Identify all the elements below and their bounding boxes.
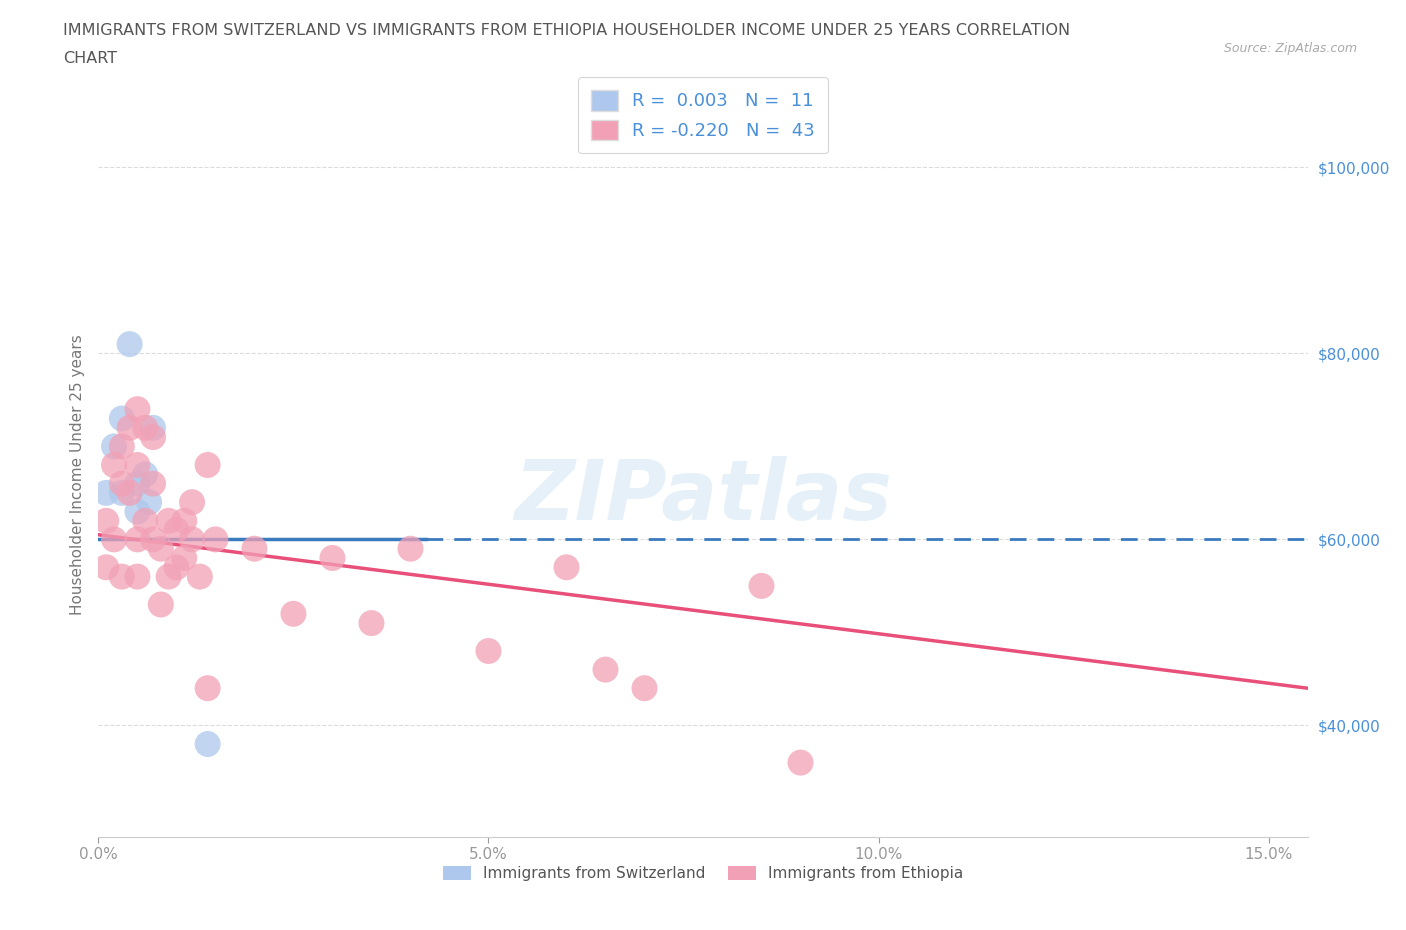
Point [204,532,226,547]
Point [181,495,204,510]
Point [118,485,141,500]
Text: Source: ZipAtlas.com: Source: ZipAtlas.com [1223,42,1357,55]
Point [165,523,187,538]
Point [96,560,118,575]
Point [103,439,125,454]
Point [173,513,195,528]
Point [321,551,343,565]
Point [111,569,134,584]
Point [127,458,149,472]
Point [173,551,195,565]
Point [789,755,811,770]
Point [134,467,156,482]
Point [149,541,172,556]
Point [555,560,578,575]
Point [118,337,141,352]
Point [399,541,422,556]
Point [477,644,499,658]
Point [127,504,149,519]
Point [127,569,149,584]
Text: ZIPatlas: ZIPatlas [515,456,891,537]
Point [111,485,134,500]
Legend: Immigrants from Switzerland, Immigrants from Ethiopia: Immigrants from Switzerland, Immigrants … [437,860,969,887]
Point [157,513,180,528]
Point [96,513,118,528]
Point [127,402,149,417]
Point [127,532,149,547]
Point [111,411,134,426]
Point [118,420,141,435]
Point [127,476,149,491]
Point [197,458,219,472]
Point [751,578,773,593]
Y-axis label: Householder Income Under 25 years: Householder Income Under 25 years [69,334,84,615]
Point [197,681,219,696]
Point [243,541,266,556]
Text: CHART: CHART [63,51,117,66]
Point [103,532,125,547]
Point [142,532,165,547]
Point [134,513,156,528]
Point [103,458,125,472]
Point [188,569,211,584]
Text: IMMIGRANTS FROM SWITZERLAND VS IMMIGRANTS FROM ETHIOPIA HOUSEHOLDER INCOME UNDER: IMMIGRANTS FROM SWITZERLAND VS IMMIGRANT… [63,23,1070,38]
Point [157,569,180,584]
Point [111,439,134,454]
Point [197,737,219,751]
Point [134,420,156,435]
Point [142,476,165,491]
Point [360,616,382,631]
Point [165,560,187,575]
Point [283,606,305,621]
Point [142,420,165,435]
Point [142,430,165,445]
Point [633,681,655,696]
Point [96,485,118,500]
Point [181,532,204,547]
Point [111,476,134,491]
Point [595,662,617,677]
Point [138,495,160,510]
Point [149,597,172,612]
